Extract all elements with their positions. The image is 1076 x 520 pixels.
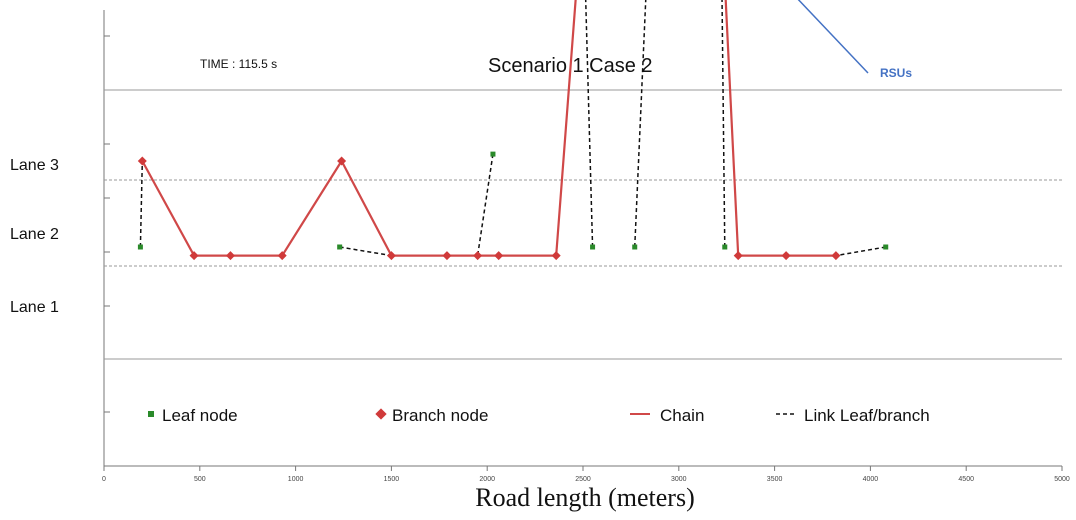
x-tick-label: 0 [102, 476, 106, 483]
x-tick-label: 3000 [671, 476, 687, 483]
link-leaf-branch [721, 0, 726, 248]
leaf-node-layer [137, 151, 889, 250]
leaf-node [490, 151, 496, 157]
x-tick-label: 1500 [384, 476, 400, 483]
legend-link-label: Link Leaf/branch [804, 406, 930, 425]
time-readout: TIME : 115.5 s [200, 57, 277, 71]
x-tick-label: 1000 [288, 476, 304, 483]
link-leaf-branch [633, 0, 647, 248]
legend: Leaf node Branch node Chain Link Leaf/br… [148, 406, 930, 425]
branch-node [831, 251, 841, 261]
chain-layer [141, 0, 836, 257]
leaf-node [337, 244, 343, 250]
x-tick-label: 4500 [958, 476, 974, 483]
legend-leaf-marker [148, 411, 154, 417]
rsu-arrow [797, 0, 869, 74]
branch-node [277, 251, 287, 261]
branch-node [137, 156, 147, 166]
x-tick-label: 4000 [863, 476, 879, 483]
leaf-node [883, 244, 889, 250]
branch-node-layer [137, 156, 841, 261]
branch-node [551, 251, 561, 261]
branch-node [337, 156, 347, 166]
legend-leaf-label: Leaf node [162, 406, 238, 425]
rsu-annotation: RSUs [880, 66, 912, 80]
branch-node [473, 251, 483, 261]
branch-node [494, 251, 504, 261]
branch-node [781, 251, 791, 261]
links-layer [139, 0, 886, 257]
branch-node [442, 251, 452, 261]
legend-chain-label: Chain [660, 406, 704, 425]
x-ticks: 0 500 1000 1500 2000 2500 3000 3500 4000 4500 5000 [102, 466, 1070, 483]
leaf-node [590, 244, 596, 250]
x-tick-label: 5000 [1054, 476, 1070, 483]
link-leaf-branch [835, 246, 886, 257]
plot-frame [103, 10, 1062, 467]
branch-node [225, 251, 235, 261]
branch-node [189, 251, 199, 261]
link-leaf-branch [139, 160, 144, 248]
x-tick-label: 2500 [575, 476, 591, 483]
y-minor-ticks [104, 35, 110, 413]
leaf-node [722, 244, 728, 250]
x-tick-label: 3500 [767, 476, 783, 483]
link-leaf-branch [476, 154, 494, 256]
x-axis-label: Road length (meters) [475, 483, 695, 512]
lane-label-2: Lane 2 [10, 226, 59, 243]
branch-node [733, 251, 743, 261]
branch-node [386, 251, 396, 261]
legend-branch-label: Branch node [392, 406, 488, 425]
x-tick-label: 2000 [479, 476, 495, 483]
x-tick-label: 500 [194, 476, 206, 483]
legend-branch-marker [375, 408, 387, 420]
lane-label-3: Lane 3 [10, 157, 59, 174]
lane-label-1: Lane 1 [10, 299, 59, 316]
leaf-node [632, 244, 638, 250]
chain-line [141, 0, 836, 257]
leaf-node [137, 244, 143, 250]
link-leaf-branch [584, 0, 594, 248]
link-leaf-branch [339, 246, 392, 257]
